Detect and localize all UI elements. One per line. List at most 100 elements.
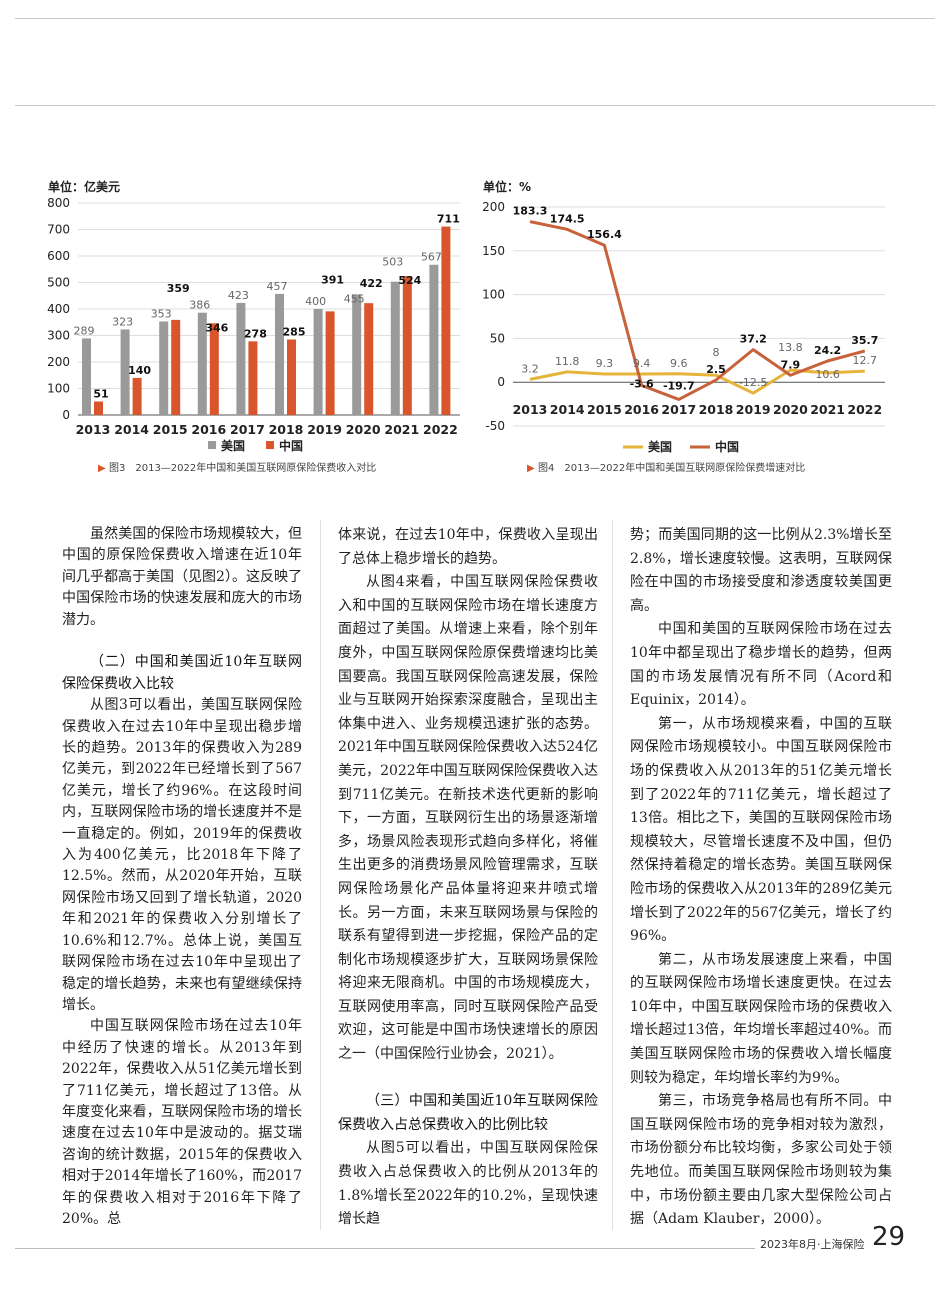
data-label-us: 12.7 [853,354,878,367]
x-tick-label: 2022 [847,402,882,417]
legend-label-us: 美国 [648,439,672,454]
data-label-us: 9.4 [633,357,651,370]
x-tick-label: 2016 [624,402,659,417]
section-heading: （二）中国和美国近10年互联网保险保费收入比较 [62,654,302,692]
data-label-us: 455 [344,292,365,305]
y-tick-label: -50 [485,419,505,433]
legend-swatch-china [266,441,274,449]
figure-caption: 图3 2013—2022年中国和美国互联网原保险保费收入对比 [109,461,376,474]
bar-chart-svg: 单位：亿美元 0 100 200 300 400 500 600 700 800 2013 289 51… [47,179,460,474]
x-tick-label: 2014 [550,402,585,417]
paragraph: 中国互联网保险市场在过去10年中经历了快速的增长。从2013年到2022年，保费… [62,1018,302,1227]
data-label-us: 423 [228,289,249,302]
paragraph: 第三，市场竞争格局也有所不同。中国互联网保险市场的竞争相对较为激烈，市场份额分布… [630,1093,892,1228]
data-label-us: 386 [189,299,210,312]
x-tick-label: 2020 [773,402,808,417]
x-tick-label: 2018 [269,422,304,437]
x-tick-label: 2019 [736,402,771,417]
x-tick-label: 2015 [587,402,622,417]
data-label-china: 422 [360,277,383,290]
bar-china [94,401,103,415]
paragraph-gap [62,631,302,652]
data-label-us: 8 [713,346,720,359]
bar-china [441,226,451,415]
data-label-china: 140 [128,364,151,377]
legend-label-china: 中国 [279,438,303,453]
bar-us [390,281,400,415]
y-tick-label: 150 [482,244,505,258]
page-number: 29 [872,1222,906,1252]
bar-us [236,302,246,415]
data-label-china: 183.3 [513,205,548,218]
data-label-china: 359 [167,282,190,295]
data-label-china: 35.7 [851,334,878,347]
figure-caption: 图4 2013—2022年中国和美国互联网原保险保费增速对比 [538,461,805,474]
bar-us [352,294,362,415]
data-label-us: 13.8 [778,341,803,354]
data-label-china: 524 [398,274,421,287]
figure-3-bar-chart: 单位：亿美元 0 100 200 300 400 500 600 700 800 2013 289 51… [40,175,470,480]
data-label-us: 353 [151,307,172,320]
data-label-china: -3.6 [630,377,654,390]
y-tick-label: 800 [47,196,70,210]
column-divider [612,520,613,1230]
x-tick-label: 2019 [307,422,342,437]
x-tick-label: 2021 [810,402,845,417]
x-tick-label: 2017 [661,402,696,417]
data-label-us: 567 [421,251,442,264]
unit-label: 单位：% [483,179,531,194]
data-label-china: 51 [93,387,108,400]
y-tick-label: 500 [47,276,70,290]
header-rule-top [15,18,935,19]
x-tick-label: 2016 [191,422,226,437]
data-label-china: 278 [244,327,267,340]
data-label-us: 9.6 [670,357,688,370]
x-tick-label: 2022 [423,422,458,437]
x-tick-label: 2017 [230,422,265,437]
bar-us [159,321,169,415]
section-heading: （三）中国和美国近10年互联网保险保费收入占总保费收入的比例比较 [338,1093,598,1133]
data-label-us: 3.2 [521,362,539,375]
bar-china [132,377,142,415]
data-label-us: 503 [382,256,403,269]
data-label-china: 24.2 [814,344,841,357]
y-tick-label: 100 [47,382,70,396]
paragraph: 体来说，在过去10年中，保费收入呈现出了总体上稳步增长的趋势。 [338,527,598,567]
x-tick-label: 2015 [153,422,188,437]
y-tick-label: 600 [47,249,70,263]
data-label-china: 2.5 [706,363,726,376]
bar-us [120,329,130,415]
data-label-china: 156.4 [587,228,622,241]
footer-rule [15,1248,755,1249]
y-tick-label: 700 [47,223,70,237]
data-label-us: 289 [74,324,95,337]
x-tick-label: 2021 [384,422,419,437]
paragraph: 从图5可以看出，中国互联网保险保费收入占总保费收入的比例从2013年的1.8%增… [338,1140,598,1228]
paragraph: 第二，从市场发展速度上来看，中国的互联网保险市场增长速度更快。在过去10年中，中… [630,951,892,1086]
y-tick-label: 200 [482,200,505,214]
article-column-2: 体来说，在过去10年中，保费收入呈现出了总体上稳步增长的趋势。 从图4来看，中国互… [338,524,598,1232]
paragraph: 中国和美国的互联网保险市场在过去10年中都呈现出了稳步增长的趋势，但两国的市场发… [630,621,892,709]
data-label-china: 285 [283,325,306,338]
data-label-us: 9.3 [596,357,614,370]
x-tick-label: 2013 [513,402,548,417]
bar-us [275,293,284,415]
data-label-us: 323 [112,315,133,328]
y-tick-label: 300 [47,329,70,343]
bar-us [82,338,91,415]
line-china [529,220,866,401]
bar-china [248,341,258,415]
y-tick-label: 400 [47,302,70,316]
data-label-us: 10.6 [815,368,840,381]
data-label-china: 174.5 [550,212,585,225]
y-tick-label: 100 [482,288,505,302]
paragraph: 第一，从市场规模来看，中国的互联网保险市场规模较小。中国互联网保险市场的保费收入… [630,715,892,945]
legend-label-china: 中国 [715,439,739,454]
data-label-us: -12.5 [739,376,767,389]
caption-marker: ▶ [527,463,535,474]
article-column-3: 势；而美国同期的这一比例从2.3%增长至2.8%，增长速度较慢。这表明，互联网保… [630,524,892,1232]
legend-swatch-us [208,441,216,449]
data-label-china: 37.2 [740,333,767,346]
bar-china [209,323,219,415]
